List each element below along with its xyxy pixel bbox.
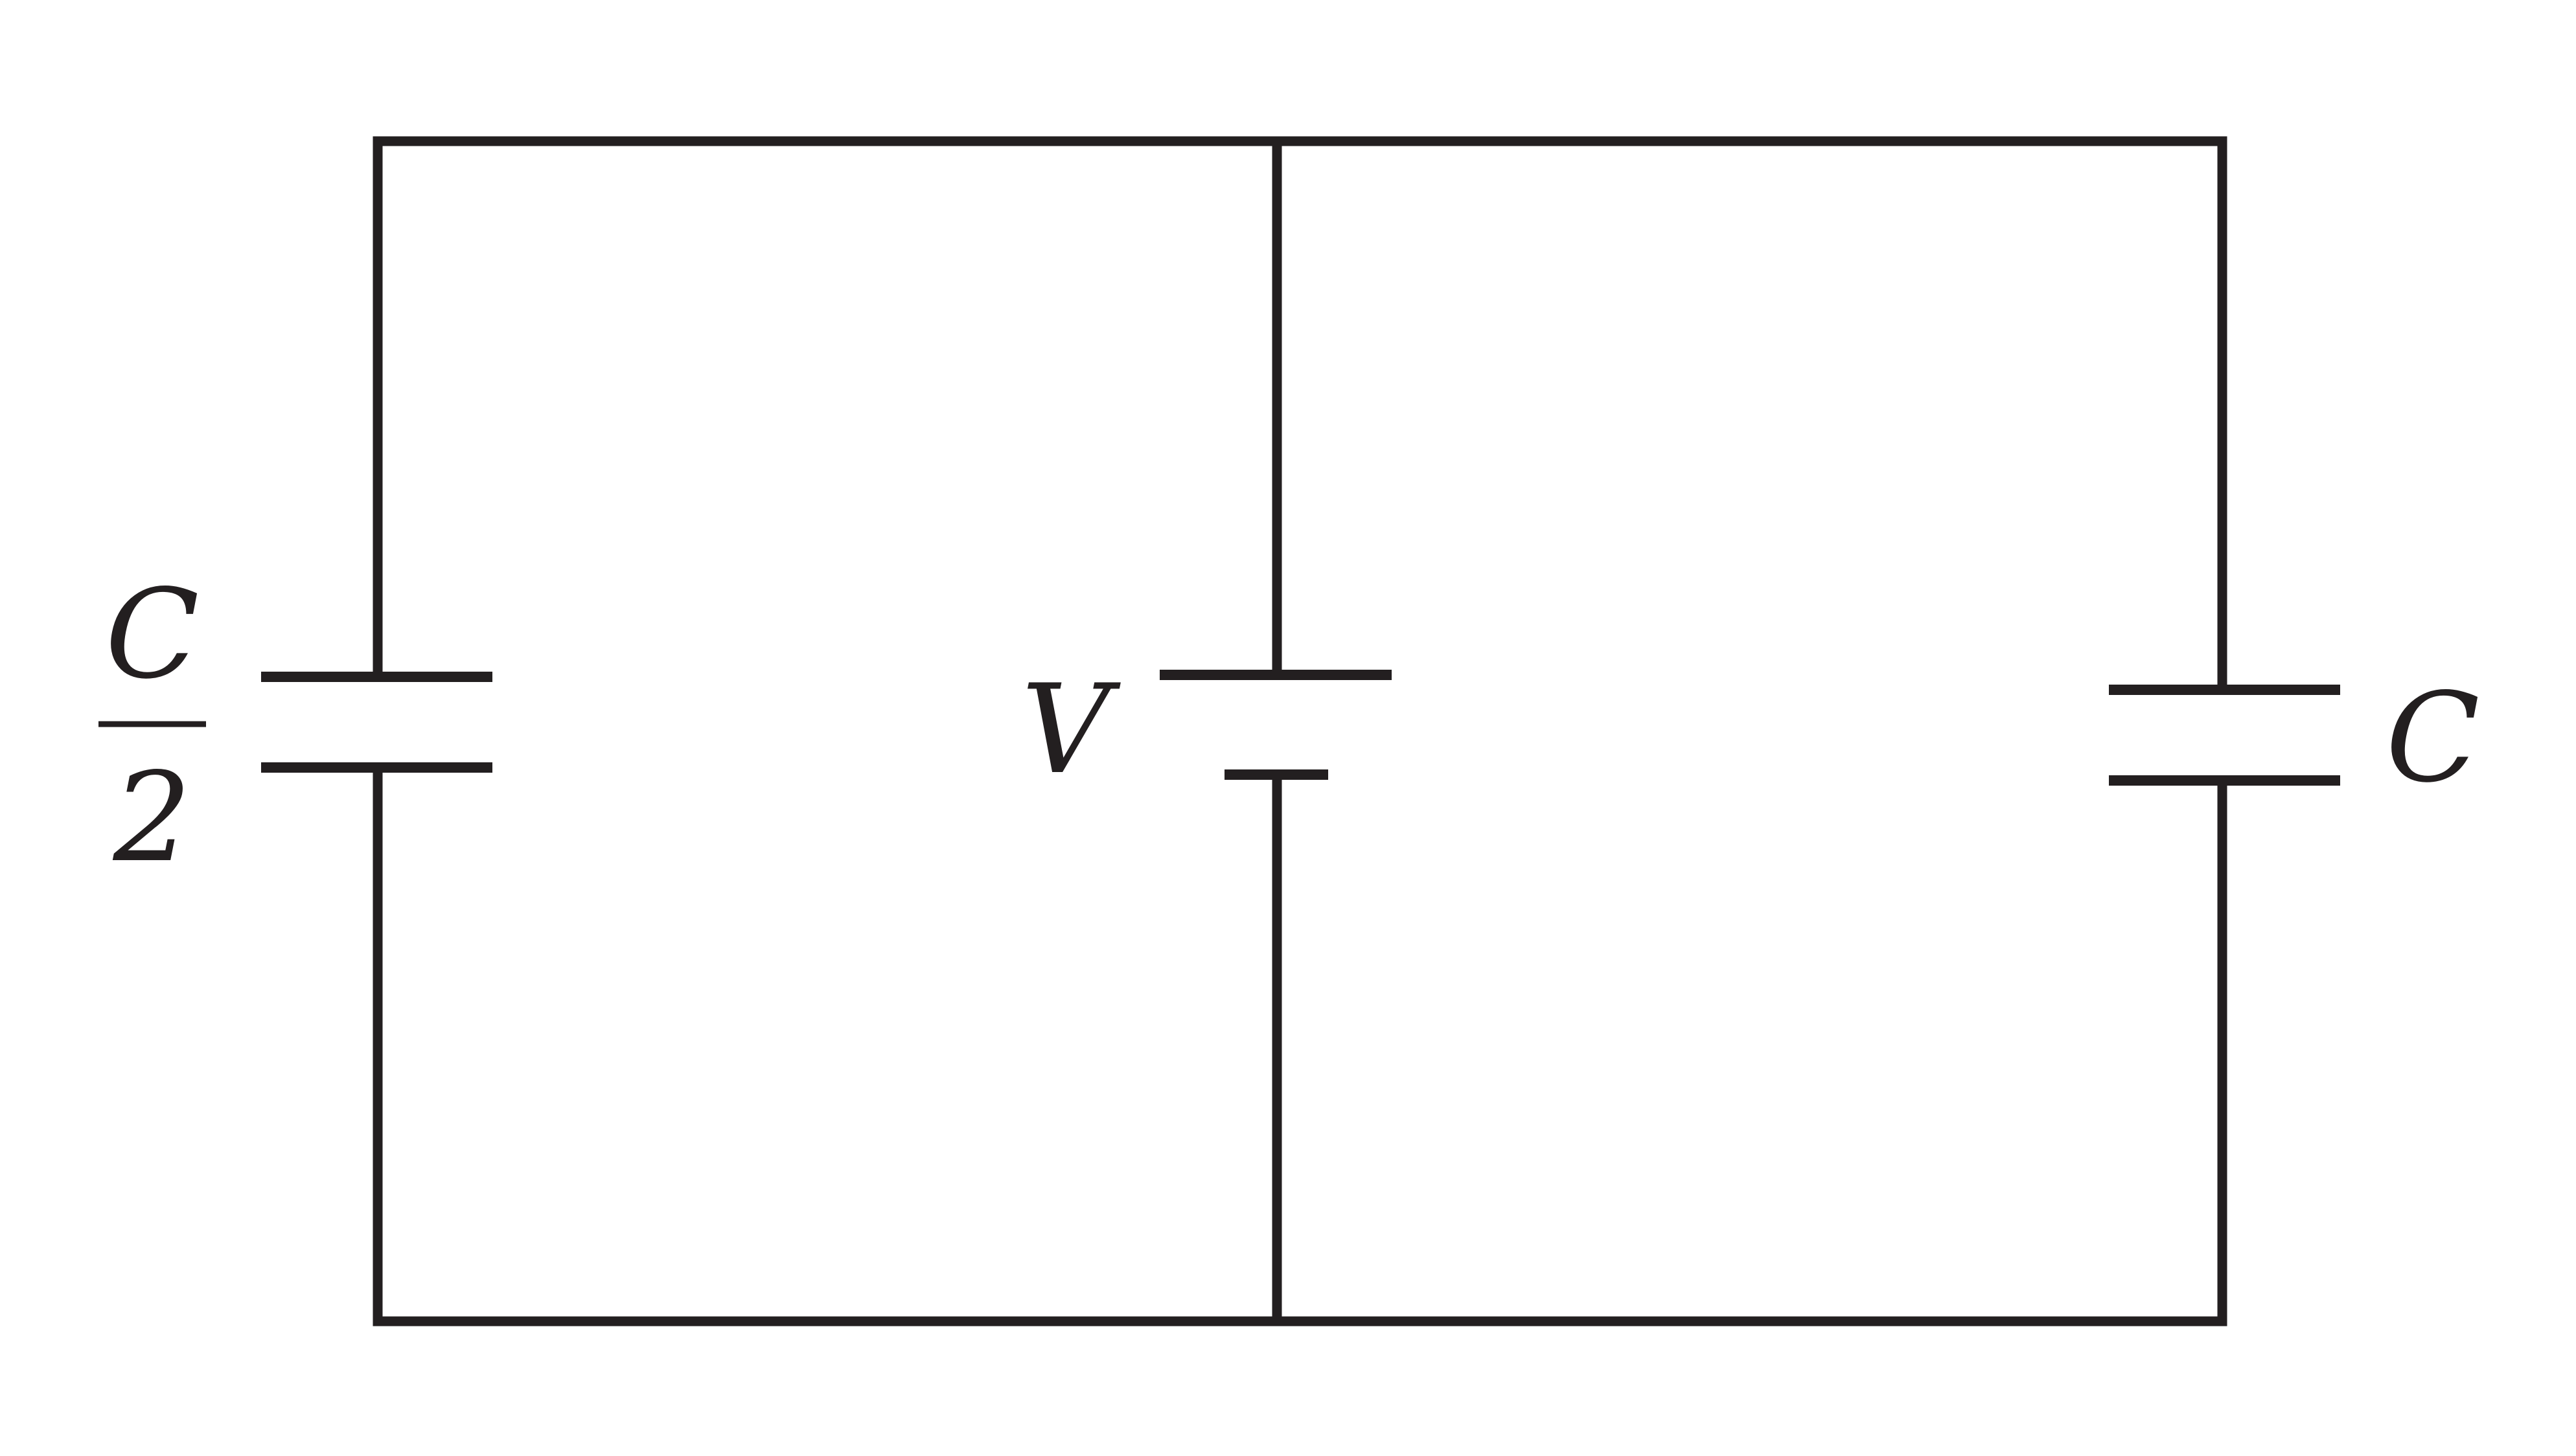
capacitor-left-label-denominator: 2 [113,746,192,889]
capacitor-left-label-numerator: C [105,563,199,706]
battery [1160,670,1392,780]
capacitor-left [261,672,492,773]
wire-left-lower [373,768,1277,1326]
circuit-wiring [373,136,2227,1326]
wire-top [373,136,2227,690]
capacitor-right-label: C [2386,666,2479,810]
battery-label: V [1021,658,1121,801]
wire-right-lower [1277,780,2227,1326]
capacitor-right [2109,685,2340,786]
capacitor-left-label: C 2 [98,563,206,889]
